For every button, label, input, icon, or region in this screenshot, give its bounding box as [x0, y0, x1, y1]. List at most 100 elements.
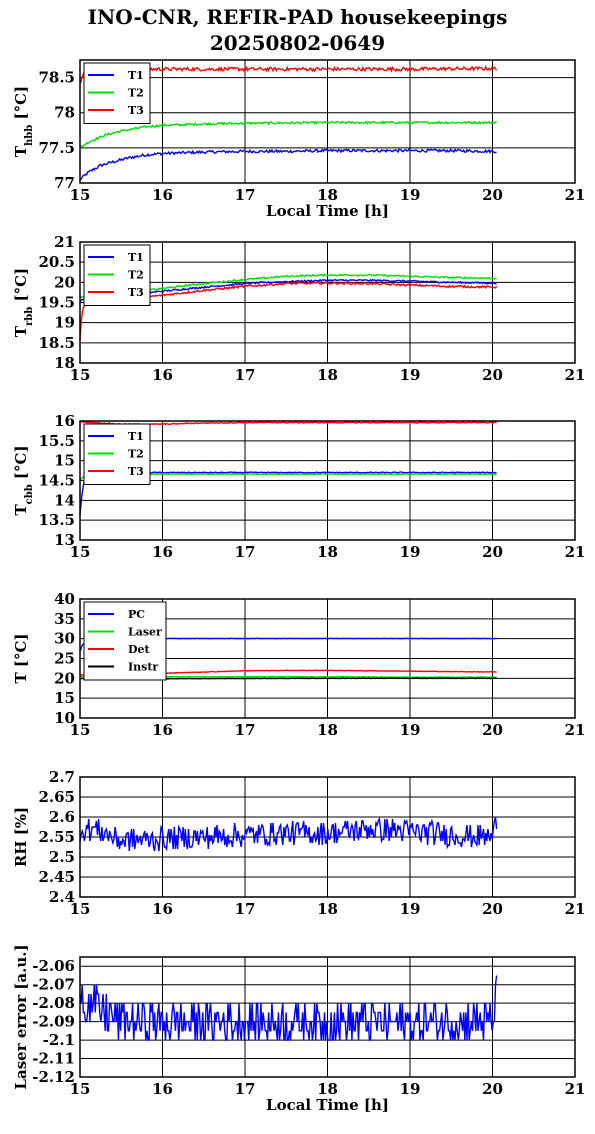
legend: T1 T2 T3	[83, 244, 151, 306]
y-tick-label: 25	[54, 650, 75, 668]
x-tick-label: 15	[70, 366, 91, 384]
y-tick-label: -2.08	[32, 994, 75, 1012]
legend-label: T3	[128, 286, 144, 299]
x-tick-label: 18	[317, 721, 338, 739]
plot-frame	[79, 420, 576, 541]
plot-frame	[79, 776, 576, 898]
legend-label: T3	[128, 465, 144, 478]
y-tick-label: 2.4	[49, 888, 75, 906]
legend-label: Instr	[128, 661, 158, 674]
x-tick-label: 20	[482, 366, 503, 384]
y-tick-label: 15.5	[38, 432, 75, 450]
legend-label: PC	[128, 608, 145, 621]
y-tick-label: 35	[54, 610, 75, 628]
x-tick-label: 16	[152, 721, 173, 739]
x-tick-label: 19	[400, 186, 421, 204]
series-line-t2	[79, 120, 497, 148]
y-axis-label: RH [%]	[12, 807, 30, 867]
y-tick-label: -2.1	[43, 1031, 75, 1049]
x-tick-label: 21	[565, 1080, 586, 1098]
x-tick-label: 18	[317, 1080, 338, 1098]
legend-label: T2	[128, 448, 144, 461]
x-tick-label: 15	[70, 543, 91, 561]
x-tick-label: 15	[70, 1080, 91, 1098]
y-tick-label: -2.09	[32, 1013, 75, 1031]
x-tick-label: 19	[400, 721, 421, 739]
plot-frame	[79, 956, 576, 1078]
y-tick-label: 14	[54, 491, 75, 509]
plot-frame	[79, 59, 576, 184]
x-tick-label: 16	[152, 543, 173, 561]
y-axis-label: Laser error [a.u.]	[12, 944, 30, 1089]
x-tick-label: 19	[400, 543, 421, 561]
y-tick-label: 2.5	[49, 848, 75, 866]
x-tick-label: 16	[152, 366, 173, 384]
y-axis-label: Trbb [°C]	[12, 268, 35, 337]
chart-panel-1: 77 77.5 78 78.5 15 16 17 18 19 20 21 Local Time [h]…	[12, 59, 585, 220]
y-tick-label: 20.5	[38, 253, 75, 271]
x-tick-label: 16	[152, 900, 173, 918]
figure-title: INO-CNR, REFIR-PAD housekeepings 2025080…	[0, 4, 595, 56]
legend: T1 T2 T3	[83, 62, 151, 124]
x-tick-label: 20	[482, 186, 503, 204]
y-tick-label: 20	[54, 669, 75, 687]
y-tick-label: 15	[54, 452, 75, 470]
x-axis-label: Local Time [h]	[266, 1096, 389, 1114]
y-tick-label: 10	[54, 709, 75, 727]
y-tick-label: 30	[54, 630, 75, 648]
x-tick-label: 15	[70, 721, 91, 739]
x-tick-label: 19	[400, 366, 421, 384]
y-tick-label: 13	[54, 531, 75, 549]
x-tick-label: 15	[70, 900, 91, 918]
legend-label: T2	[128, 87, 144, 100]
y-axis-label: T [°C]	[12, 633, 30, 683]
x-tick-label: 17	[235, 186, 256, 204]
x-tick-label: 19	[400, 900, 421, 918]
y-tick-label: 14.5	[38, 472, 75, 490]
x-tick-label: 15	[70, 186, 91, 204]
x-tick-label: 21	[565, 543, 586, 561]
legend-label: T3	[128, 104, 144, 117]
y-axis-label: Thbb [°C]	[12, 86, 35, 157]
x-tick-label: 18	[317, 543, 338, 561]
legend-label: Laser	[128, 626, 162, 639]
x-tick-label: 21	[565, 366, 586, 384]
legend: PC Laser Det Instr	[83, 601, 167, 681]
legend: T1 T2 T3	[83, 423, 151, 485]
y-tick-label: 13.5	[38, 511, 75, 529]
x-tick-label: 20	[482, 1080, 503, 1098]
legend-label: Det	[128, 643, 151, 656]
x-tick-label: 18	[317, 366, 338, 384]
x-tick-label: 20	[482, 900, 503, 918]
y-tick-label: 19	[54, 314, 75, 332]
x-tick-label: 18	[317, 186, 338, 204]
y-tick-label: 19.5	[38, 294, 75, 312]
x-tick-label: 20	[482, 721, 503, 739]
y-tick-label: -2.12	[32, 1068, 75, 1086]
y-tick-label: 2.65	[38, 788, 75, 806]
y-tick-label: 2.45	[38, 868, 75, 886]
chart-panel-2: 18 18.5 19 19.5 20 20.5 21 15 16 17 18 19 20 21 Trbb […	[12, 233, 585, 384]
title-line-1: INO-CNR, REFIR-PAD housekeepings	[87, 5, 508, 29]
y-tick-label: 15	[54, 689, 75, 707]
chart-panel-6: -2.12-2.11-2.1-2.09-2.08-2.07-2.06 15 16 17…	[12, 944, 585, 1114]
legend-label: T1	[128, 69, 144, 82]
y-tick-label: 18.5	[38, 334, 75, 352]
y-tick-label: 21	[54, 233, 75, 251]
y-tick-label: -2.06	[32, 957, 75, 975]
x-tick-label: 17	[235, 721, 256, 739]
x-tick-label: 17	[235, 543, 256, 561]
y-tick-label: 2.55	[38, 828, 75, 846]
y-tick-label: 2.7	[49, 768, 75, 786]
legend-label: T1	[128, 430, 144, 443]
y-tick-label: 78.5	[38, 69, 75, 87]
series-line-data	[79, 975, 498, 1041]
y-tick-label: 2.6	[49, 808, 75, 826]
series-line-data	[79, 816, 498, 852]
x-tick-label: 21	[565, 721, 586, 739]
x-tick-label: 20	[482, 543, 503, 561]
y-tick-label: 40	[54, 590, 75, 608]
